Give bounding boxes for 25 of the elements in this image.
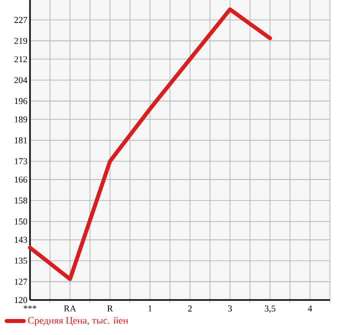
y-tick-label: 158 [14, 197, 28, 204]
line-series [28, 7, 272, 282]
y-tick-label: 135 [14, 258, 28, 264]
x-tick-label: 3,5 [264, 306, 276, 313]
y-tick-label: 120 [14, 296, 28, 304]
y-tick-label: 204 [14, 77, 28, 84]
x-tick-label: R [107, 306, 113, 312]
x-tick-label: 1 [148, 306, 152, 312]
y-tick-label: 127 [14, 278, 28, 285]
y-tick-label: 143 [14, 236, 28, 243]
y-tick-label: 173 [14, 158, 28, 164]
y-tick-label: 196 [14, 98, 28, 104]
y-tick-label: 189 [14, 116, 28, 122]
y-tick-label: 212 [14, 56, 27, 62]
y-tick-label: 219 [14, 38, 28, 44]
y-tick-label: 227 [14, 16, 28, 23]
x-tick-label: 3 [228, 306, 232, 312]
x-tick-label: RA [64, 306, 76, 312]
x-tick-label: *** [24, 306, 36, 309]
y-tick-label: 150 [14, 218, 28, 224]
y-tick-label: 181 [14, 137, 27, 144]
y-tick-label: 166 [14, 176, 28, 183]
x-tick-label: 2 [188, 306, 192, 312]
x-tick-label: 4 [308, 306, 312, 312]
legend-label: Средняя Цена, тыс. йен [28, 316, 128, 326]
